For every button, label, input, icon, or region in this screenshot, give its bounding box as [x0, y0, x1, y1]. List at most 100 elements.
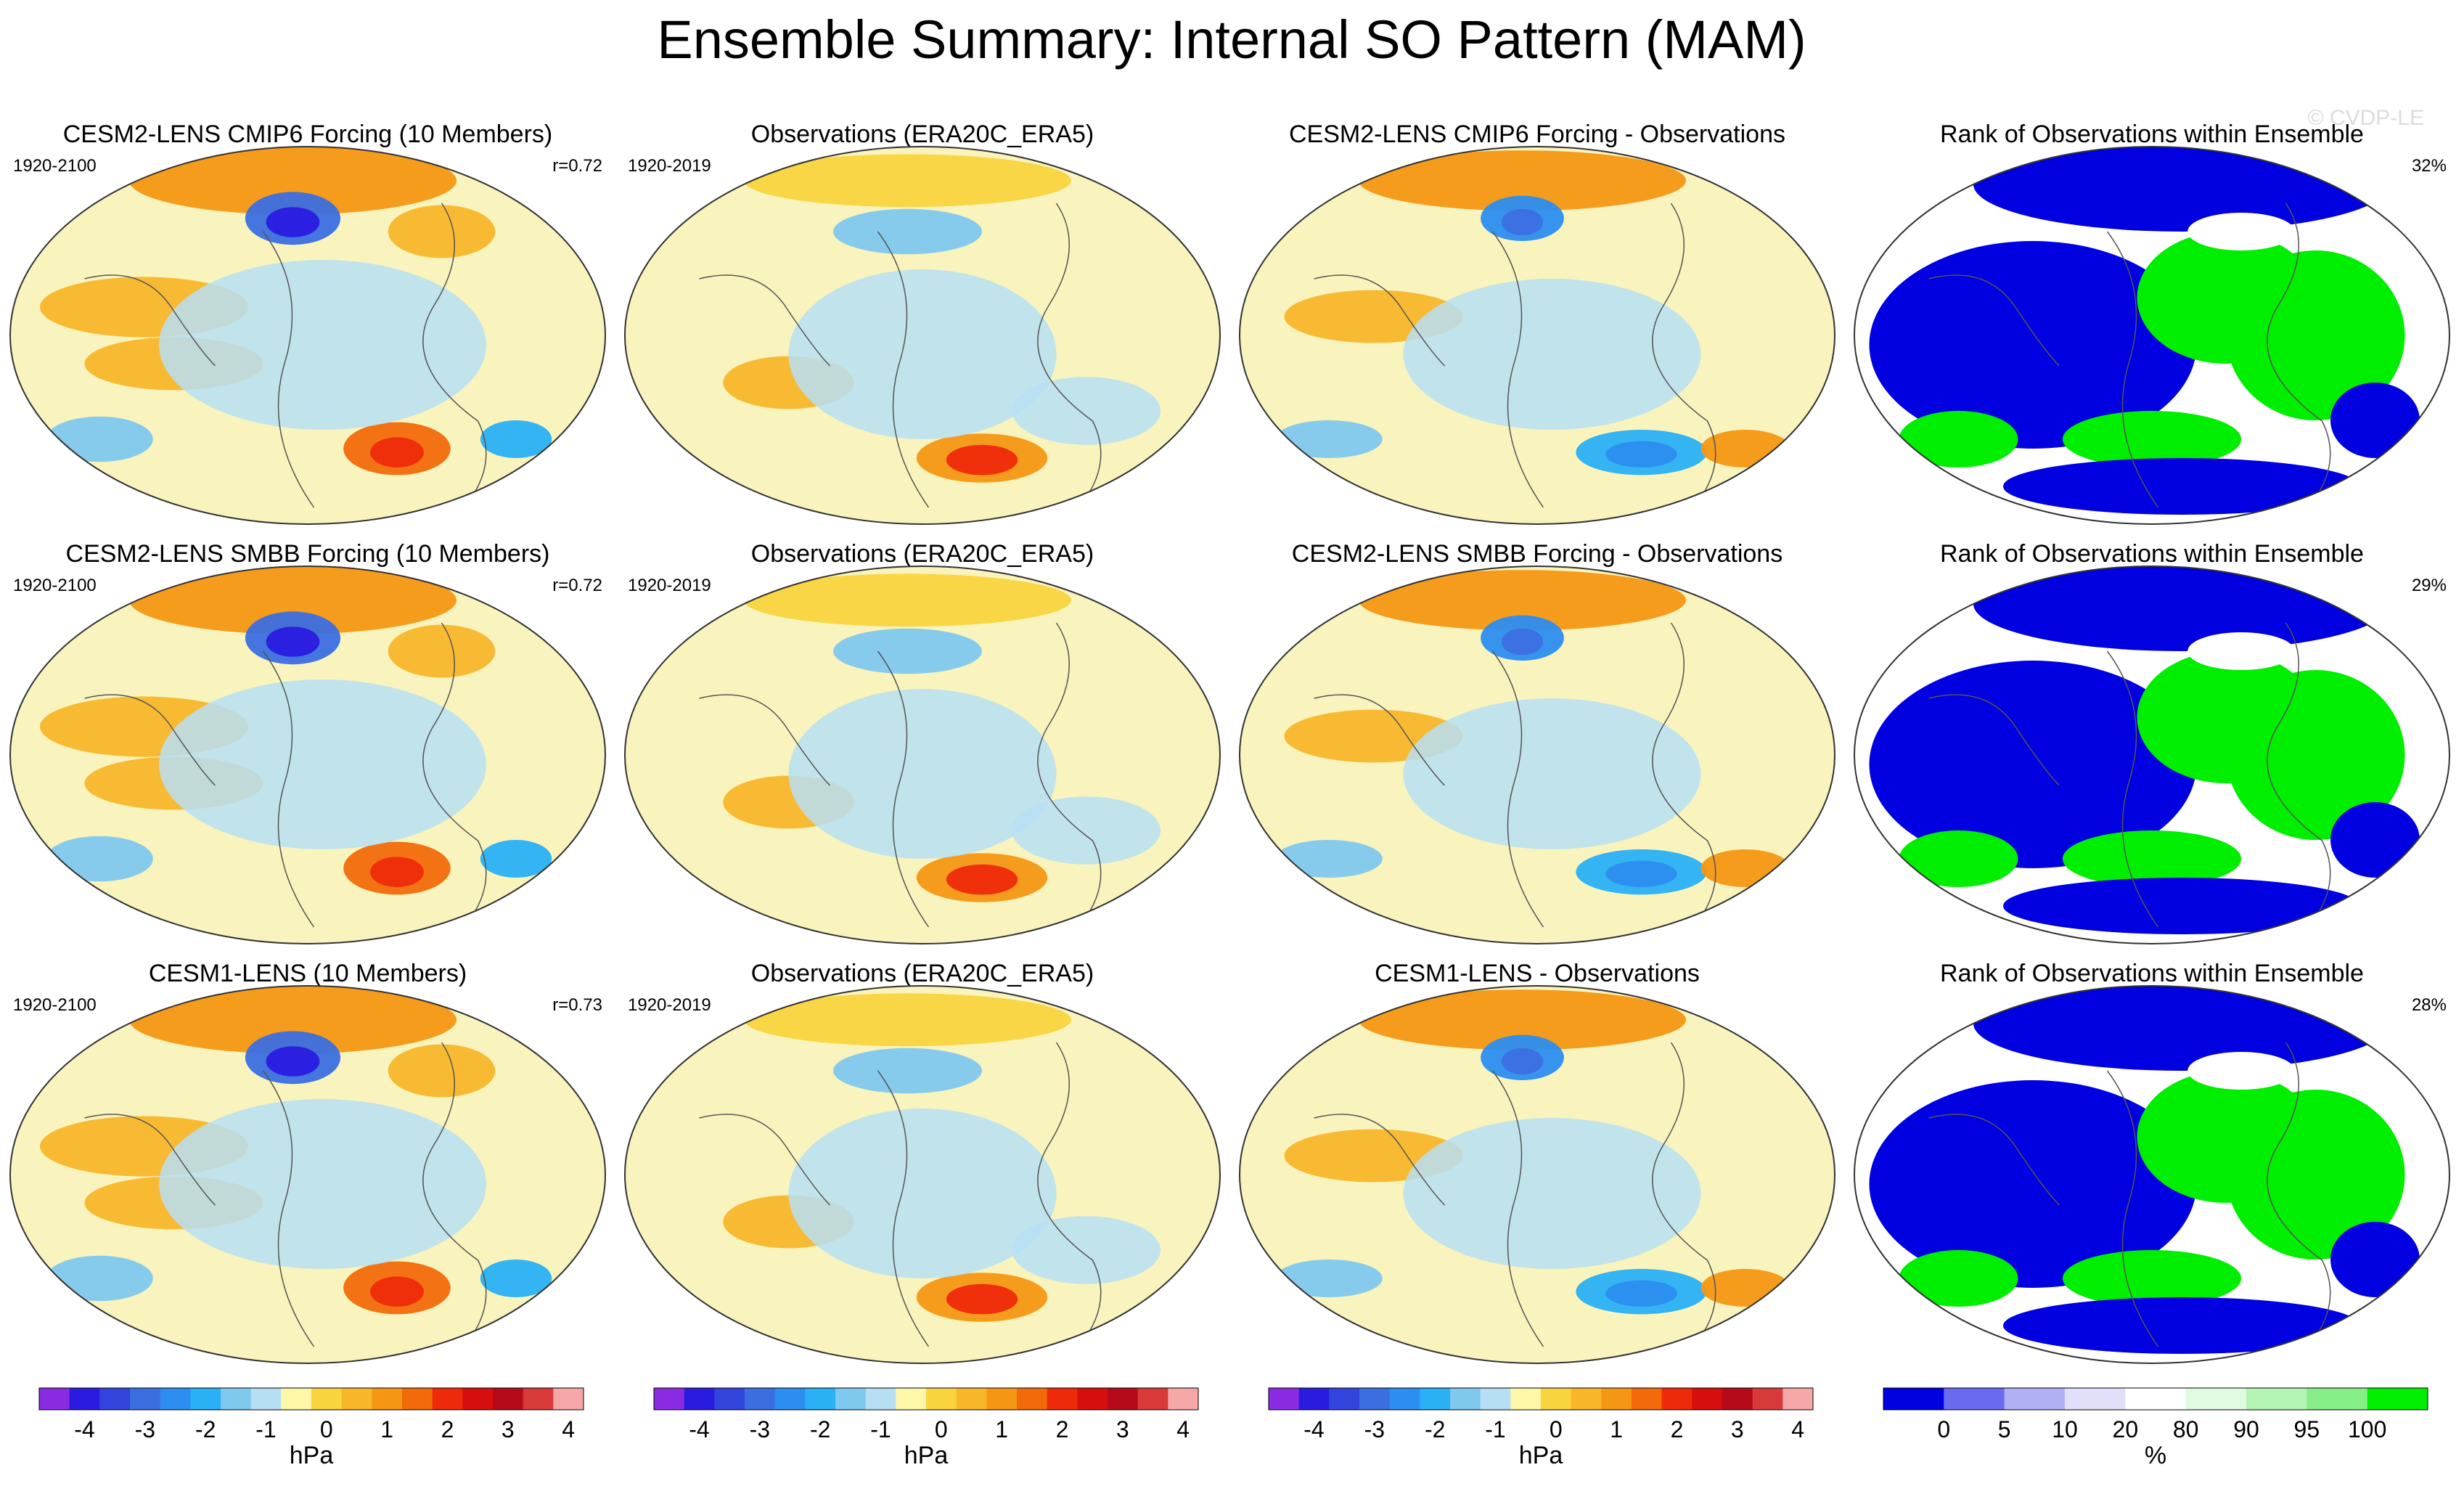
anomaly-contour [266, 1046, 320, 1077]
anomaly-contour [1605, 441, 1677, 468]
panel-period: 1920-2100 [13, 995, 97, 1015]
anomaly-contour [159, 260, 486, 430]
figure-title: Ensemble Summary: Internal SO Pattern (M… [657, 9, 1806, 70]
colorbar-swatch [1329, 1388, 1360, 1410]
colorbar-swatch [1047, 1388, 1078, 1410]
coastline [1314, 203, 1716, 509]
colorbar-swatch [1450, 1388, 1481, 1410]
colorbar-tick-label: -3 [1364, 1416, 1385, 1442]
map-panel: Observations (ERA20C_ERA5) 1920-2019 [624, 121, 1221, 525]
colorbar-swatch [432, 1388, 463, 1410]
anomaly-contour [1403, 279, 1701, 430]
colorbar-tick-label: -2 [195, 1416, 216, 1442]
colorbar-swatch [2367, 1388, 2428, 1410]
colorbar-tick-label: -4 [1303, 1416, 1324, 1442]
rank-region [2226, 250, 2405, 420]
colorbar-tick-label: -4 [74, 1416, 94, 1442]
anomaly-contour [1275, 420, 1383, 458]
coastline [1928, 1042, 2331, 1348]
anomaly-contour [266, 207, 320, 237]
rank-region [1973, 986, 2390, 1071]
panel-title: Observations (ERA20C_ERA5) [751, 121, 1094, 148]
anomaly-contour [480, 420, 552, 458]
colorbar-swatch [221, 1388, 252, 1410]
colorbar-swatch [2185, 1388, 2247, 1410]
panel-period: 1920-2100 [13, 156, 97, 176]
map-field [1854, 146, 2450, 525]
colorbar-tick-label: 3 [1731, 1416, 1744, 1442]
anomaly-contour [388, 205, 496, 258]
colorbar-swatch [1420, 1388, 1451, 1410]
anomaly-contour [1501, 1048, 1544, 1075]
map-outline [624, 566, 1221, 944]
panel-title: Rank of Observations within Ensemble [1940, 960, 2364, 987]
coastline [84, 1042, 487, 1348]
panel-period: 1920-2100 [13, 576, 97, 595]
map-field [624, 566, 1221, 944]
colorbar-swatch [926, 1388, 957, 1410]
map-outline [9, 566, 606, 944]
anomaly-contour [480, 840, 552, 878]
map-outline [624, 146, 1221, 525]
colorbar-swatch [2125, 1388, 2187, 1410]
anomaly-contour [46, 836, 153, 882]
map-outline [1239, 985, 1835, 1364]
rank-region [2330, 1222, 2420, 1297]
colorbar-swatch [835, 1388, 867, 1410]
anomaly-contour [946, 1283, 1018, 1315]
anomaly-contour [388, 1044, 496, 1098]
map-outline [9, 146, 606, 525]
colorbar-tick-label: -4 [689, 1416, 709, 1442]
colorbar-tick-label: 80 [2173, 1416, 2199, 1442]
anomaly-contour [1700, 1269, 1790, 1307]
colorbar-swatch [1782, 1388, 1814, 1410]
anomaly-contour [1605, 860, 1677, 887]
panel-period: 1920-2019 [628, 576, 711, 595]
anomaly-contour [1403, 1118, 1701, 1269]
anomaly-contour [46, 1255, 153, 1302]
colorbar-swatch [865, 1388, 896, 1410]
colorbar-swatch [553, 1388, 584, 1410]
map-panel: CESM2-LENS SMBB Forcing - Observations [1239, 540, 1835, 944]
panel-title: CESM1-LENS (10 Members) [149, 960, 467, 987]
map-field [624, 146, 1221, 525]
colorbar-swatch [69, 1388, 100, 1410]
colorbar-swatch [2246, 1388, 2307, 1410]
colorbar: -4 -3 -2 -1 0 1 2 3 4 hPa [1268, 1387, 1814, 1469]
panel-title: Observations (ERA20C_ERA5) [751, 960, 1094, 987]
colorbar-frame [1883, 1387, 2428, 1411]
colorbar-swatch [2065, 1388, 2126, 1410]
coastline [1928, 622, 2331, 928]
rank-region [2063, 1250, 2241, 1307]
anomaly-contour [480, 1260, 552, 1297]
anomaly-contour [1501, 628, 1544, 656]
colorbar-swatch [1480, 1388, 1511, 1410]
rank-region [1899, 830, 2018, 887]
rank-region [1899, 1250, 2018, 1307]
map-outline [1854, 985, 2450, 1364]
coastline [1314, 1042, 1716, 1348]
colorbar-swatch [774, 1388, 806, 1410]
anomaly-contour [788, 1109, 1057, 1278]
colorbar-tick-label: 3 [502, 1416, 515, 1442]
rank-region [2330, 383, 2420, 458]
anomaly-contour [1700, 849, 1790, 887]
panel-stat: 29% [2412, 576, 2447, 595]
colorbar-swatch [130, 1388, 161, 1410]
anomaly-contour [129, 566, 457, 634]
colorbar-swatch [1722, 1388, 1753, 1410]
colorbar-frame [38, 1387, 584, 1411]
colorbar-swatch [714, 1388, 745, 1410]
colorbar-swatch [896, 1388, 927, 1410]
colorbar-swatch [341, 1388, 372, 1410]
colorbar: -4 -3 -2 -1 0 1 2 3 4 hPa [38, 1387, 584, 1469]
anomaly-contour [1605, 1280, 1677, 1307]
map-panel: CESM2-LENS CMIP6 Forcing - Observations [1239, 121, 1835, 525]
colorbar-tick-label: 4 [1791, 1416, 1804, 1442]
colorbar-swatch [805, 1388, 836, 1410]
map-panel: CESM1-LENS (10 Members) 1920-2100 r=0.73 [9, 960, 606, 1364]
anomaly-contour [1012, 377, 1161, 445]
colorbar-unit: hPa [1519, 1442, 1563, 1469]
rank-region [1973, 566, 2390, 651]
rank-region [1869, 241, 2197, 449]
